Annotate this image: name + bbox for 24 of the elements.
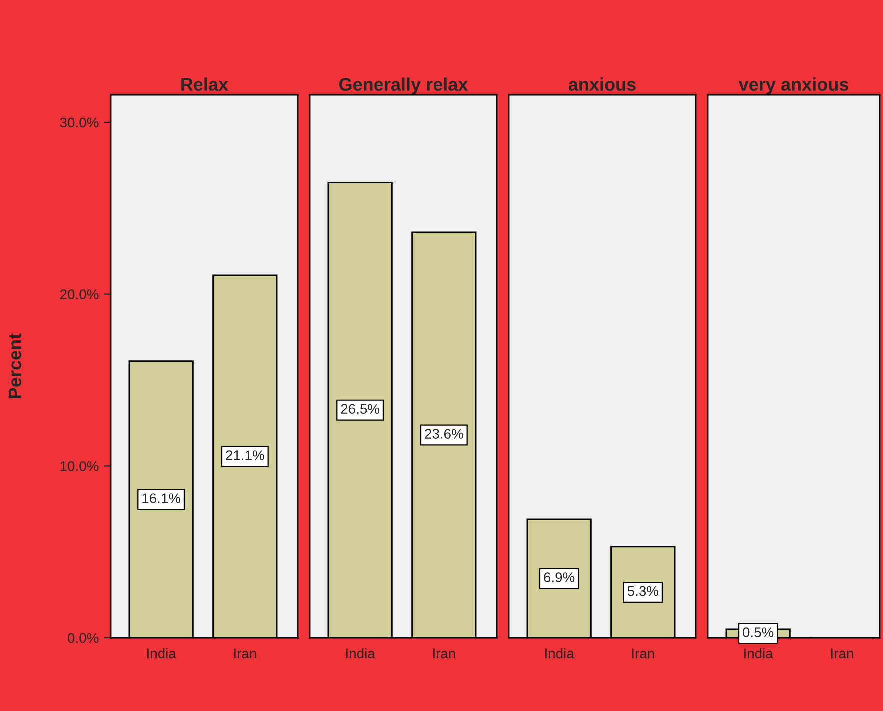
y-axis-title: Percent [8,334,22,398]
x-tick-label: Iran [433,648,456,659]
x-tick-label: India [546,648,574,659]
data-label: 5.3% [628,586,659,596]
y-tick-label: 10.0% [60,462,99,472]
data-label: 16.1% [142,494,181,504]
chart-title: anxious [568,78,636,92]
data-label: 26.5% [341,404,380,414]
y-tick-label: 20.0% [60,290,99,300]
data-label: 23.6% [425,429,464,439]
data-label: 21.1% [226,450,264,460]
chart-title: Generally relax [340,78,468,95]
x-tick-label: Iran [632,648,654,659]
y-tick-label: 0.0% [68,633,99,644]
chart-title: Relax [182,78,228,92]
y-tick-label: 30.0% [60,118,99,128]
x-tick-label: India [148,648,176,659]
x-tick-label: India [744,648,774,659]
x-tick-label: India [346,648,376,659]
data-label: 0.5% [743,628,774,638]
chart-title: very anxious [738,78,848,95]
x-tick-label: Iran [831,648,854,659]
x-tick-label: Iran [234,648,256,659]
data-label: 6.9% [544,572,575,582]
